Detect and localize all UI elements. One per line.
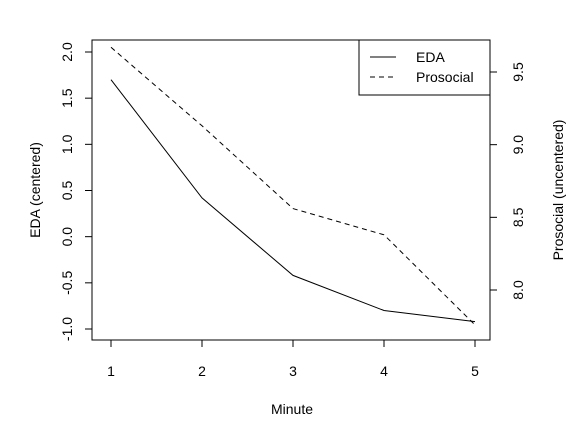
legend-box bbox=[358, 39, 491, 96]
y-axis-right: 8.0 8.5 9.0 9.5 bbox=[489, 62, 526, 300]
x-tick-label: 3 bbox=[289, 363, 297, 379]
y-right-tick-label: 9.5 bbox=[510, 62, 526, 82]
legend: EDA Prosocial bbox=[358, 39, 491, 96]
y-left-tick-label: -0.5 bbox=[59, 271, 75, 295]
x-axis: 1 2 3 4 5 bbox=[107, 339, 479, 379]
y-right-tick-label: 8.0 bbox=[510, 280, 526, 300]
y-right-tick-label: 9.0 bbox=[510, 135, 526, 155]
y-right-tick-label: 8.5 bbox=[510, 207, 526, 227]
x-tick-label: 5 bbox=[471, 363, 479, 379]
y-left-tick-label: 0.5 bbox=[59, 181, 75, 201]
legend-label-prosocial: Prosocial bbox=[416, 69, 474, 85]
x-tick-label: 1 bbox=[107, 363, 115, 379]
series-line-eda bbox=[110, 79, 476, 323]
series-line-prosocial bbox=[110, 46, 476, 326]
y-axis-left: -1.0 -0.5 0.0 0.5 1.0 1.5 2.0 bbox=[59, 42, 93, 341]
x-axis-title: Minute bbox=[271, 401, 313, 417]
y-left-tick-label: 1.5 bbox=[59, 88, 75, 108]
x-tick-label: 4 bbox=[380, 363, 388, 379]
y-left-tick-label: 2.0 bbox=[59, 42, 75, 62]
y-axis-left-title: EDA (centered) bbox=[27, 142, 43, 238]
y-axis-right-title: Prosocial (uncentered) bbox=[550, 120, 566, 261]
series-group bbox=[110, 46, 476, 326]
y-left-tick-label: 0.0 bbox=[59, 227, 75, 247]
y-left-tick-label: -1.0 bbox=[59, 317, 75, 341]
y-left-tick-label: 1.0 bbox=[59, 134, 75, 154]
x-tick-label: 2 bbox=[198, 363, 206, 379]
legend-label-eda: EDA bbox=[416, 49, 445, 65]
